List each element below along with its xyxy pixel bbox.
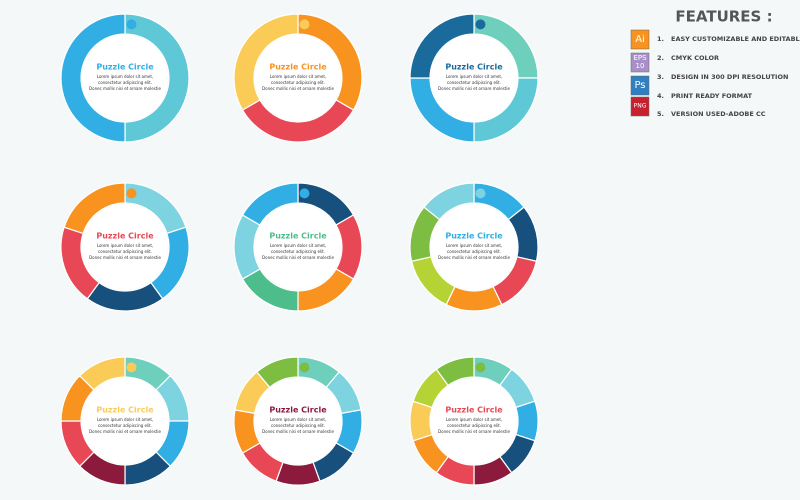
- inner-circle: [255, 378, 341, 464]
- feature-icon: [630, 96, 650, 117]
- puzzle-segment: [515, 400, 539, 442]
- inner-circle: [82, 378, 168, 464]
- circle-body: Donec mollis nisi et ornare molestie: [262, 86, 334, 91]
- circle-title: Puzzle Circle: [269, 63, 327, 72]
- puzzle-segment: [60, 13, 126, 143]
- puzzle-segment: [78, 356, 126, 391]
- circle-body: consectetur adipiscing elit.: [447, 249, 501, 254]
- puzzle-segment: [409, 400, 433, 442]
- circle-body: Lorem ipsum dolor sit amet,: [270, 74, 326, 79]
- puzzle-segment: [435, 356, 475, 387]
- circle-title: Puzzle Circle: [269, 232, 327, 241]
- feature-text: CMYK COLOR: [671, 54, 719, 62]
- circle-body: Lorem ipsum dolor sit amet,: [97, 243, 153, 248]
- circle-body: Donec mollis nisi et ornare molestie: [89, 255, 161, 260]
- circle-body: Lorem ipsum dolor sit amet,: [270, 417, 326, 422]
- circle-body: Lorem ipsum dolor sit amet,: [97, 417, 153, 422]
- feature-number: 1.: [657, 35, 664, 43]
- circle-body: consectetur adipiscing elit.: [98, 80, 152, 85]
- inner-circle: [431, 378, 517, 464]
- circle-title: Puzzle Circle: [445, 232, 503, 241]
- inner-circle: [82, 204, 168, 290]
- circle-title: Puzzle Circle: [96, 63, 154, 72]
- circle-body: consectetur adipiscing elit.: [271, 80, 325, 85]
- feature-number: 4.: [657, 92, 664, 100]
- circle-body: Donec mollis nisi et ornare molestie: [438, 429, 510, 434]
- inner-circle: [431, 35, 517, 121]
- puzzle-segment: [63, 182, 126, 235]
- circle-title: Puzzle Circle: [445, 63, 503, 72]
- feature-icon: [630, 52, 650, 73]
- puzzle-tab: [126, 19, 137, 30]
- features-title: FEATURES :: [675, 8, 772, 26]
- feature-icon-label: 10: [636, 62, 645, 70]
- circle-body: Lorem ipsum dolor sit amet,: [270, 243, 326, 248]
- feature-number: 3.: [657, 73, 664, 81]
- feature-icon-label: EPS: [633, 54, 647, 62]
- circle-title: Puzzle Circle: [269, 406, 327, 415]
- feature-text: DESIGN IN 300 DPI RESOLUTION: [671, 73, 788, 81]
- feature-number: 2.: [657, 54, 664, 62]
- inner-circle: [255, 204, 341, 290]
- puzzle-segment: [241, 182, 299, 226]
- circle-body: consectetur adipiscing elit.: [98, 249, 152, 254]
- puzzle-tab: [299, 188, 310, 199]
- feature-icon-label: Ps: [634, 80, 645, 91]
- puzzle-segment: [409, 13, 475, 79]
- circle-body: Donec mollis nisi et ornare molestie: [89, 429, 161, 434]
- puzzle-segment: [275, 461, 321, 486]
- circle-body: consectetur adipiscing elit.: [447, 423, 501, 428]
- puzzle-tab: [475, 188, 486, 199]
- circle-body: Lorem ipsum dolor sit amet,: [446, 74, 502, 79]
- circle-body: consectetur adipiscing elit.: [98, 423, 152, 428]
- puzzle-tab: [299, 19, 310, 30]
- puzzle-tab: [126, 188, 137, 199]
- feature-text: VERSION USED-ADOBE CC: [671, 110, 766, 118]
- inner-circle: [431, 204, 517, 290]
- circle-body: Lorem ipsum dolor sit amet,: [446, 243, 502, 248]
- circle-body: Donec mollis nisi et ornare molestie: [438, 255, 510, 260]
- puzzle-segment: [233, 13, 299, 111]
- circle-body: consectetur adipiscing elit.: [447, 80, 501, 85]
- puzzle-tab: [475, 362, 486, 373]
- circle-body: Donec mollis nisi et ornare molestie: [262, 255, 334, 260]
- circle-body: consectetur adipiscing elit.: [271, 423, 325, 428]
- inner-circle: [82, 35, 168, 121]
- circle-body: Donec mollis nisi et ornare molestie: [438, 86, 510, 91]
- puzzle-segment: [124, 13, 190, 143]
- puzzle-tab: [126, 362, 137, 373]
- feature-icon: [630, 29, 650, 50]
- circle-body: Donec mollis nisi et ornare molestie: [89, 86, 161, 91]
- feature-text: EASY CUSTOMIZABLE AND EDITABLE: [671, 35, 800, 43]
- inner-circle: [255, 35, 341, 121]
- circle-body: consectetur adipiscing elit.: [271, 249, 325, 254]
- circle-body: Lorem ipsum dolor sit amet,: [97, 74, 153, 79]
- feature-text: PRINT READY FORMAT: [671, 92, 753, 100]
- puzzle-segment: [256, 356, 299, 389]
- circle-body: Donec mollis nisi et ornare molestie: [262, 429, 334, 434]
- puzzle-tab: [475, 19, 486, 30]
- circle-body: Lorem ipsum dolor sit amet,: [446, 417, 502, 422]
- feature-icon-label: Ai: [635, 34, 645, 45]
- circle-title: Puzzle Circle: [445, 406, 503, 415]
- circle-title: Puzzle Circle: [96, 406, 154, 415]
- circle-title: Puzzle Circle: [96, 232, 154, 241]
- puzzle-segment: [423, 182, 475, 221]
- puzzle-tab: [299, 362, 310, 373]
- feature-icon: [630, 75, 650, 96]
- feature-number: 5.: [657, 110, 664, 118]
- feature-icon-label: PNG: [634, 103, 647, 110]
